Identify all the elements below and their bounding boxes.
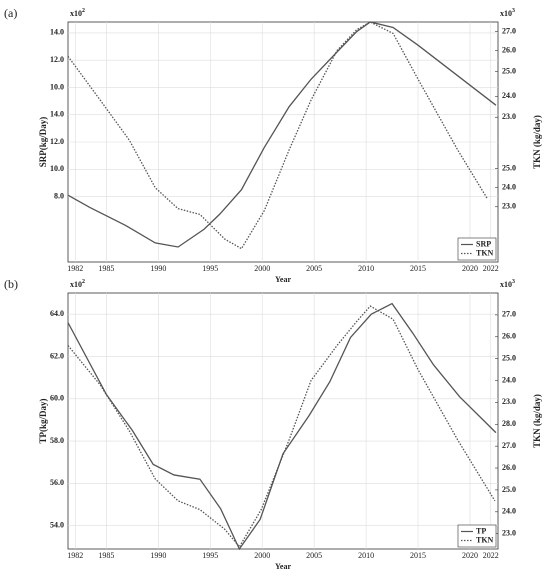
legend-label: TKN bbox=[476, 535, 494, 544]
legend bbox=[457, 237, 497, 261]
y-tick-label: 10.0 bbox=[50, 164, 64, 173]
panel-label: (b) bbox=[4, 277, 18, 291]
multiplier-exponent: 2 bbox=[82, 8, 85, 14]
x-tick-label: 2000 bbox=[254, 264, 270, 273]
y-axis-label: SRP(kg/Day) bbox=[38, 117, 48, 168]
multiplier-base: x10 bbox=[70, 9, 82, 18]
axis-multiplier: x102 bbox=[70, 8, 85, 17]
axis-multiplier: x103 bbox=[500, 8, 515, 17]
x-tick-label: 2022 bbox=[483, 551, 499, 560]
x-tick-label: 2005 bbox=[306, 264, 322, 273]
y2-tick-label: 24.0 bbox=[502, 183, 516, 192]
multiplier-base: x10 bbox=[500, 9, 512, 18]
x-tick-label: 1982 bbox=[67, 264, 83, 273]
y2-tick-label: 27.0 bbox=[502, 26, 516, 35]
y2-tick-label: 23.0 bbox=[502, 202, 516, 211]
y2-tick-label: 23.0 bbox=[502, 397, 516, 406]
x-tick-label: 2010 bbox=[358, 264, 374, 273]
line-series bbox=[67, 21, 497, 248]
y2-tick-label: 27.0 bbox=[502, 310, 516, 319]
y2-tick-label: 25.0 bbox=[502, 353, 516, 362]
y2-tick-label: 23.0 bbox=[502, 529, 516, 538]
axis-multiplier: x102 bbox=[70, 279, 85, 288]
y-tick-label: 62.0 bbox=[50, 351, 64, 360]
line-series bbox=[67, 305, 496, 548]
y2-axis-label: TKN (kg/day) bbox=[532, 115, 542, 169]
y2-tick-label: 26.0 bbox=[502, 463, 516, 472]
y-tick-label: 12.0 bbox=[50, 55, 64, 64]
y2-tick-label: 28.0 bbox=[502, 419, 516, 428]
x-tick-label: 1990 bbox=[150, 551, 166, 560]
line-series bbox=[67, 21, 489, 250]
x-tick-label: 1982 bbox=[67, 551, 83, 560]
x-tick-label: 2010 bbox=[358, 551, 374, 560]
x-tick-label: 2005 bbox=[306, 551, 322, 560]
axis-multiplier: x103 bbox=[500, 279, 515, 288]
legend bbox=[457, 524, 497, 548]
y-tick-label: 56.0 bbox=[50, 478, 64, 487]
y2-tick-label: 25.0 bbox=[502, 163, 516, 172]
multiplier-exponent: 3 bbox=[512, 279, 515, 285]
y-tick-label: 64.0 bbox=[50, 309, 64, 318]
y2-tick-label: 23.0 bbox=[502, 112, 516, 121]
y2-tick-label: 26.0 bbox=[502, 332, 516, 341]
x-tick-label: 1985 bbox=[98, 264, 114, 273]
y-tick-label: 14.0 bbox=[50, 28, 64, 37]
x-tick-label: 1990 bbox=[150, 264, 166, 273]
y2-tick-label: 24.0 bbox=[502, 507, 516, 516]
y2-tick-label: 24.0 bbox=[502, 375, 516, 384]
y-tick-label: 58.0 bbox=[50, 436, 64, 445]
y-tick-label: 10.0 bbox=[50, 82, 64, 91]
y2-tick-label: 25.0 bbox=[502, 66, 516, 75]
y2-tick-label: 25.0 bbox=[502, 485, 516, 494]
legend-label: TKN bbox=[476, 248, 494, 257]
panel-label: (a) bbox=[4, 6, 17, 20]
y-tick-label: 12.0 bbox=[50, 137, 64, 146]
y2-tick-label: 26.0 bbox=[502, 45, 516, 54]
y-tick-label: 14.0 bbox=[50, 110, 64, 119]
y-tick-label: 60.0 bbox=[50, 394, 64, 403]
multiplier-exponent: 2 bbox=[82, 279, 85, 285]
x-tick-label: 2015 bbox=[410, 551, 426, 560]
legend-label: SRP bbox=[476, 239, 491, 248]
y-tick-label: 8.0 bbox=[54, 191, 64, 200]
plot-area bbox=[67, 292, 499, 550]
y2-tick-label: 27.0 bbox=[502, 441, 516, 450]
x-tick-label: 2015 bbox=[410, 264, 426, 273]
y-tick-label: 54.0 bbox=[50, 521, 64, 530]
x-tick-label: 1985 bbox=[98, 551, 114, 560]
y2-axis-label: TKN (kg/day) bbox=[532, 394, 542, 448]
x-tick-label: 2020 bbox=[462, 551, 478, 560]
x-tick-label: 2020 bbox=[462, 264, 478, 273]
multiplier-base: x10 bbox=[500, 280, 512, 289]
x-tick-label: 1995 bbox=[202, 264, 218, 273]
x-axis-label: Year bbox=[275, 275, 291, 284]
legend-label: TP bbox=[476, 526, 486, 535]
x-tick-label: 1995 bbox=[202, 551, 218, 560]
y-axis-label: TP(kg/Day) bbox=[38, 398, 48, 443]
y2-tick-label: 24.0 bbox=[502, 91, 516, 100]
x-tick-label: 2022 bbox=[483, 264, 499, 273]
multiplier-exponent: 3 bbox=[512, 8, 515, 14]
x-axis-label: Year bbox=[275, 562, 291, 571]
multiplier-base: x10 bbox=[70, 280, 82, 289]
x-tick-label: 2000 bbox=[254, 551, 270, 560]
